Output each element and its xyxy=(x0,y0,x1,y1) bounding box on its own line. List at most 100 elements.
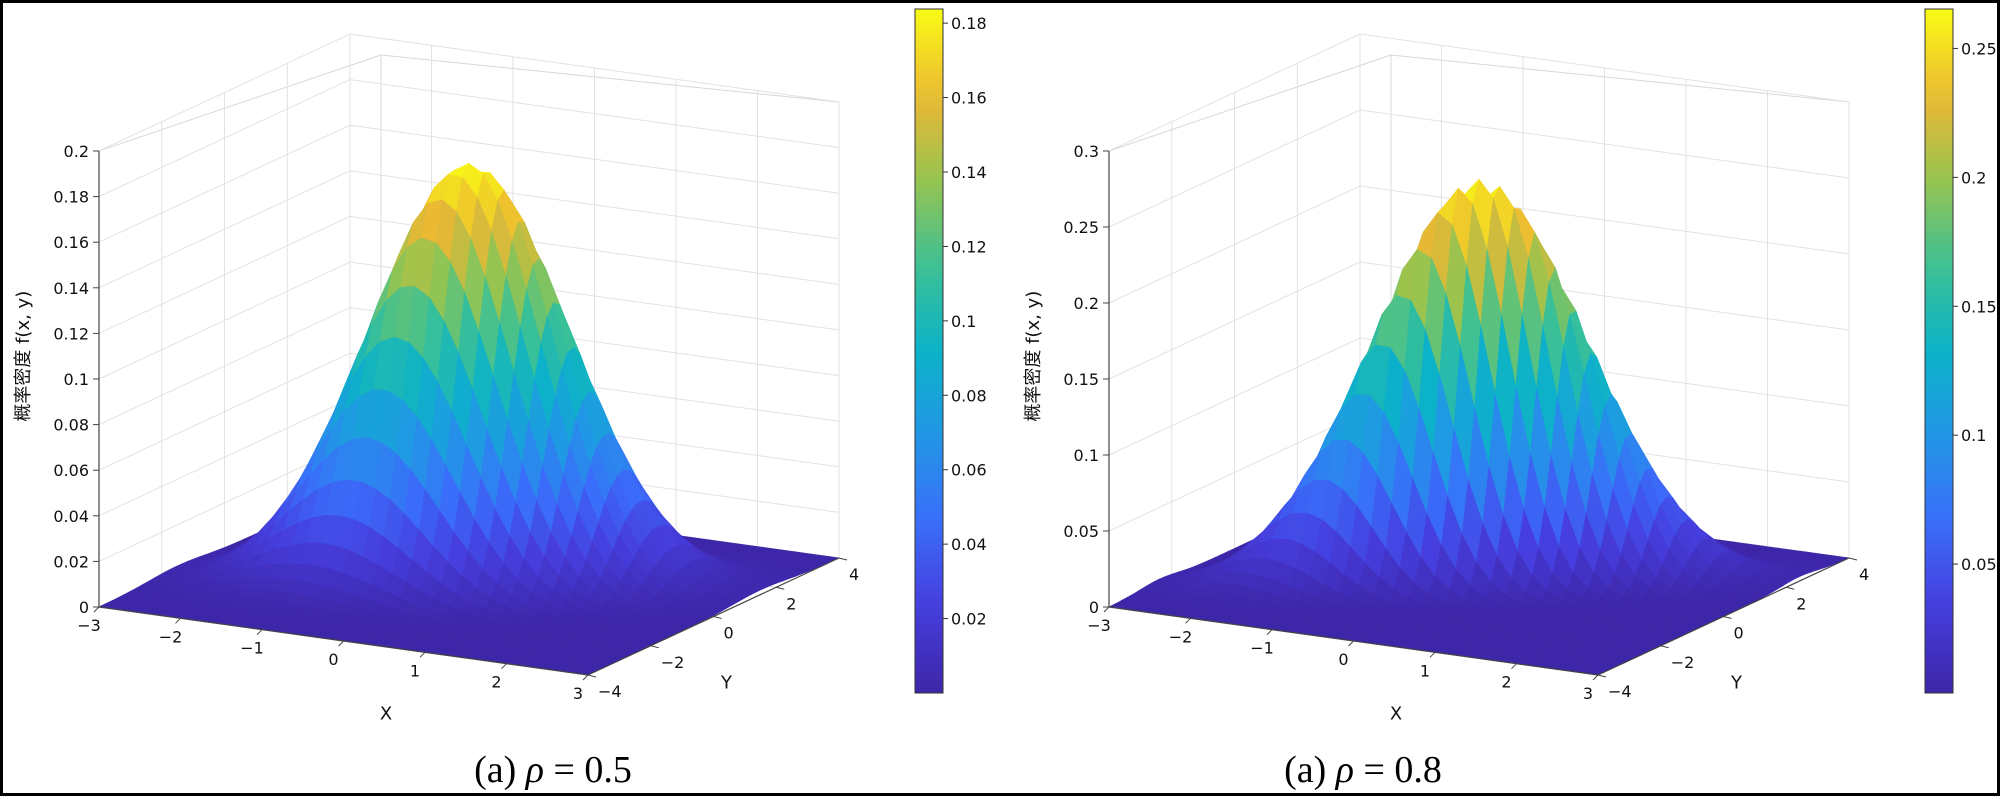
x-tick-label: −1 xyxy=(1250,639,1274,658)
colorbar-tick-label: 0.1 xyxy=(1961,426,1986,445)
surface-panel-1: 00.020.040.060.080.10.120.140.160.180.2−… xyxy=(13,8,987,725)
y-tick xyxy=(1660,645,1669,649)
z-tick-label: 0.05 xyxy=(1063,522,1099,541)
x-tick xyxy=(1348,640,1354,647)
x-tick xyxy=(1103,606,1110,613)
z-tick-label: 0.18 xyxy=(53,188,89,207)
x-tick-label: −2 xyxy=(159,627,183,646)
colorbar xyxy=(1924,8,1954,694)
z-tick-label: 0.14 xyxy=(53,279,89,298)
colorbar-tick-label: 0.08 xyxy=(951,386,987,405)
z-tick-label: 0.06 xyxy=(53,461,89,480)
colorbar-tick-label: 0.12 xyxy=(951,237,987,256)
x-tick xyxy=(338,640,344,647)
y-tick xyxy=(713,616,722,619)
x-tick xyxy=(1511,663,1517,670)
surface-panel-2: 0 0.05 0.1 0.15 0.2 0.25 0.3 −3 −2 −1 0 1 2 3 −4 −2 0 2 4 X… xyxy=(1023,8,1997,725)
y-tick xyxy=(587,674,597,678)
x-tick-label: −3 xyxy=(77,616,101,635)
y-tick-label: −4 xyxy=(1608,682,1632,701)
x-axis-label: X xyxy=(1390,704,1402,725)
colorbar-tick-label: 0.14 xyxy=(951,163,987,182)
z-tick-label: 0.2 xyxy=(64,142,89,161)
z-tick-label: 0.04 xyxy=(53,507,89,526)
z-tick-label: 0.15 xyxy=(1063,370,1099,389)
z-tick-label: 0.12 xyxy=(53,324,89,343)
caption-right: (a) ρ = 0.8 xyxy=(1113,748,1613,792)
colorbar-tick-label: 0.18 xyxy=(951,14,987,33)
z-tick-label: 0.1 xyxy=(64,370,89,389)
colorbar-tick-label: 0.04 xyxy=(951,535,987,554)
x-tick-label: 0 xyxy=(1338,650,1348,669)
z-tick-label: 0 xyxy=(1089,598,1099,617)
colorbar xyxy=(914,8,944,694)
x-tick-label: 1 xyxy=(1420,661,1430,680)
y-tick-label: 0 xyxy=(1734,624,1744,643)
y-tick-label: −4 xyxy=(598,682,622,701)
y-tick-label: 0 xyxy=(724,624,734,643)
y-tick xyxy=(1597,674,1607,678)
y-tick-label: 2 xyxy=(786,594,796,613)
x-tick xyxy=(501,663,507,670)
x-tick xyxy=(175,617,181,624)
colorbar-tick-label: 0.25 xyxy=(1961,39,1997,58)
z-tick-label: 0.25 xyxy=(1063,218,1099,237)
colorbar-tick-label: 0.06 xyxy=(951,461,987,480)
x-tick-label: −3 xyxy=(1087,616,1111,635)
colorbar-tick-label: 0.2 xyxy=(1961,168,1986,187)
x-tick-label: 2 xyxy=(1501,673,1511,692)
x-axis-label: X xyxy=(380,704,392,725)
colorbar-tick-label: 0.16 xyxy=(951,89,987,108)
surface xyxy=(1107,178,1851,676)
y-tick xyxy=(1786,586,1795,590)
caption-right-value: = 0.8 xyxy=(1363,749,1442,791)
x-tick xyxy=(582,674,589,681)
caption-left-symbol: ρ xyxy=(525,749,544,791)
caption-left-prefix: (a) xyxy=(474,749,526,791)
x-tick xyxy=(1592,674,1599,681)
x-tick xyxy=(1185,617,1191,624)
y-tick xyxy=(776,586,785,590)
y-axis-label: Y xyxy=(720,672,733,693)
y-tick-label: 4 xyxy=(1859,565,1869,584)
x-tick-label: −1 xyxy=(240,639,264,658)
colorbar-tick-label: 0.1 xyxy=(951,312,976,331)
x-tick xyxy=(93,606,100,613)
caption-right-prefix: (a) xyxy=(1284,749,1336,791)
y-axis-label: Y xyxy=(1730,672,1743,693)
z-axis-label: 概率密度 f(x, y) xyxy=(13,291,34,422)
x-tick-label: 3 xyxy=(573,684,583,703)
z-tick-label: 0.16 xyxy=(53,233,89,252)
colorbar-tick-label: 0.05 xyxy=(1961,555,1997,574)
z-tick-label: 0.2 xyxy=(1074,294,1099,313)
y-tick-label: 2 xyxy=(1796,594,1806,613)
z-tick-label: 0 xyxy=(79,598,89,617)
surface xyxy=(97,162,841,676)
y-tick xyxy=(838,557,848,561)
z-tick-label: 0.1 xyxy=(1074,446,1099,465)
x-tick-label: 2 xyxy=(491,673,501,692)
z-tick-label: 0.08 xyxy=(53,416,89,435)
colorbar-tick-label: 0.02 xyxy=(951,610,987,629)
x-tick xyxy=(1266,629,1273,636)
z-tick-label: 0.02 xyxy=(53,552,89,571)
surface-plots: 00.020.040.060.080.10.120.140.160.180.2−… xyxy=(13,8,1997,725)
colorbar-tick-label: 0.15 xyxy=(1961,297,1997,316)
x-tick xyxy=(256,629,263,636)
y-tick-label: −2 xyxy=(661,653,685,672)
y-tick xyxy=(650,645,659,649)
y-tick-label: −2 xyxy=(1671,653,1695,672)
x-tick xyxy=(419,651,426,658)
y-tick xyxy=(1848,557,1858,561)
z-tick-label: 0.3 xyxy=(1074,142,1099,161)
caption-left-value: = 0.5 xyxy=(553,749,632,791)
caption-right-symbol: ρ xyxy=(1335,749,1354,791)
y-tick-label: 4 xyxy=(849,565,859,584)
x-tick-label: 3 xyxy=(1583,684,1593,703)
caption-left: (a) ρ = 0.5 xyxy=(303,748,803,792)
x-tick-label: 0 xyxy=(328,650,338,669)
x-tick-label: −2 xyxy=(1169,627,1193,646)
z-axis-label: 概率密度 f(x, y) xyxy=(1023,291,1044,422)
y-tick xyxy=(1723,616,1732,619)
